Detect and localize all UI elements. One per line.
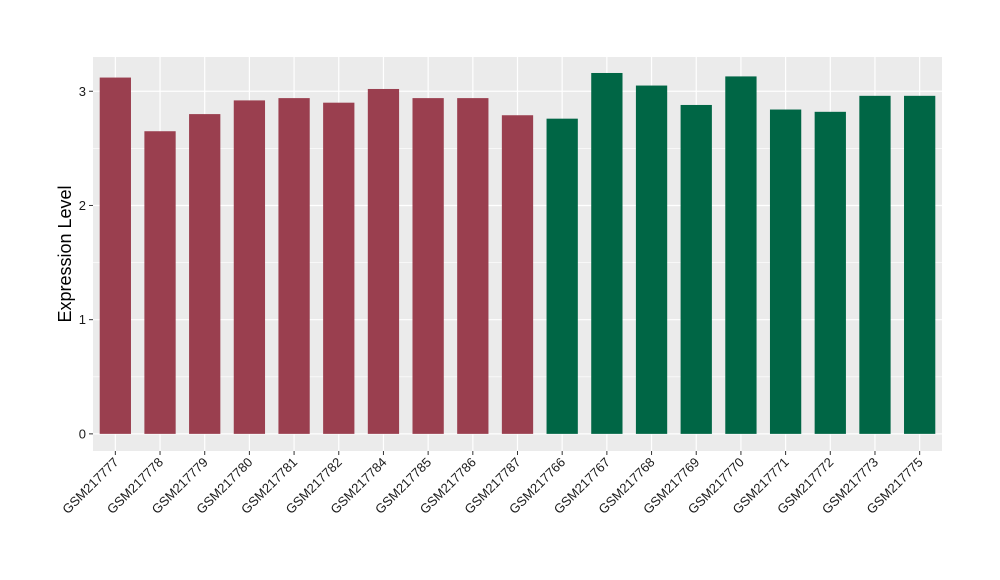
y-axis: 0 1 2 3 bbox=[79, 84, 93, 441]
bar-GSM217787 bbox=[501, 115, 534, 434]
bar-GSM217770 bbox=[725, 76, 757, 434]
x-axis: GSM217777GSM217778GSM217779GSM217780GSM2… bbox=[59, 451, 926, 517]
bar-GSM217781 bbox=[278, 98, 310, 434]
y-tick-label: 1 bbox=[79, 312, 86, 327]
bar-GSM217768 bbox=[635, 85, 668, 434]
y-tick-label: 0 bbox=[79, 426, 86, 441]
bars bbox=[99, 72, 936, 434]
bar-GSM217769 bbox=[680, 104, 712, 434]
y-tick-label: 2 bbox=[79, 198, 86, 213]
bar-GSM217778 bbox=[144, 131, 176, 434]
bar-GSM217786 bbox=[457, 98, 489, 434]
bar-GSM217784 bbox=[367, 88, 400, 434]
bar-GSM217782 bbox=[323, 102, 355, 434]
bar-GSM217777 bbox=[99, 77, 131, 434]
bar-GSM217772 bbox=[814, 111, 846, 434]
bar-GSM217779 bbox=[189, 114, 221, 434]
bar-GSM217771 bbox=[769, 109, 802, 434]
bar-GSM217766 bbox=[546, 118, 578, 434]
y-tick-label: 3 bbox=[79, 84, 86, 99]
bar-GSM217773 bbox=[859, 95, 891, 434]
bar-GSM217780 bbox=[233, 100, 266, 434]
bar-GSM217785 bbox=[412, 98, 444, 434]
bar-GSM217767 bbox=[591, 72, 623, 434]
bar-GSM217775 bbox=[904, 95, 936, 434]
y-axis-title: Expression Level bbox=[55, 185, 75, 322]
